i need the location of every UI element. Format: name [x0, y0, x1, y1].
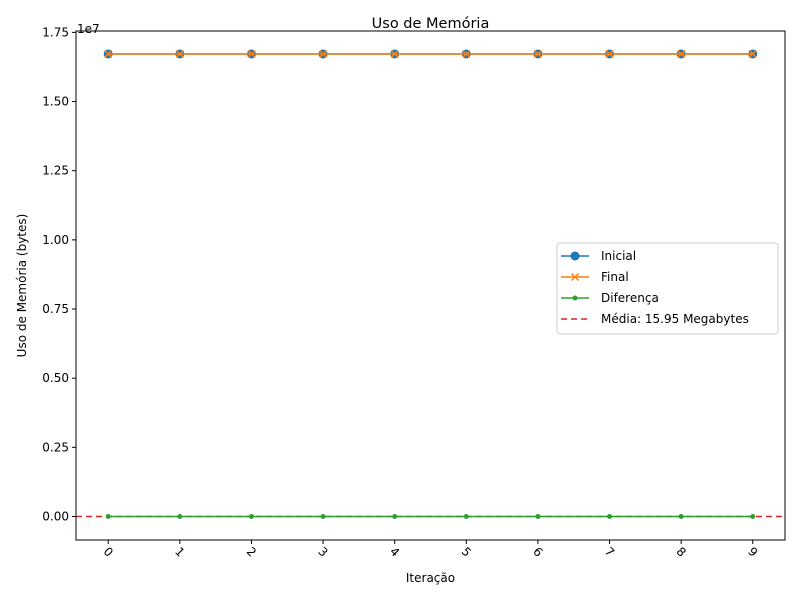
data-point-final-9-stroke-b [748, 49, 757, 58]
y-tick-label: 0.25 [42, 440, 69, 454]
data-point-final-5-stroke-b [462, 49, 471, 58]
data-point-final-6 [533, 49, 542, 58]
data-point-diferen-a-9 [750, 513, 756, 519]
y-tick-label: 1.00 [42, 233, 69, 247]
y-axis-scale-label: 1e7 [77, 22, 100, 36]
data-point-final-6-stroke-b [533, 49, 542, 58]
data-point-final-8-stroke-b [677, 49, 686, 58]
legend-box [556, 242, 779, 335]
legend-marker [570, 272, 580, 282]
plot-area [76, 49, 785, 519]
data-point-final-1-stroke-b [175, 49, 184, 58]
data-point-final-9 [748, 49, 757, 58]
data-point-diferen-a-4 [392, 513, 398, 519]
series-final [104, 49, 757, 58]
data-point-final-4 [390, 49, 399, 58]
data-point-diferen-a-0 [105, 513, 111, 519]
data-point-diferen-a-6 [535, 513, 541, 519]
legend-label: Inicial [601, 249, 636, 263]
chart-title: Uso de Memória [372, 16, 490, 32]
legend-entry-inicial: Inicial [561, 249, 636, 263]
data-point-final-4-stroke-b [390, 49, 399, 58]
legend-entry-m-dia-15-95-megabytes: Média: 15.95 Megabytes [561, 312, 749, 326]
data-point-final-8 [677, 49, 686, 58]
legend-entries: Inicial Final Diferença Média: 15.95 Megaby… [561, 249, 749, 326]
data-point-final-1 [175, 49, 184, 58]
legend-entry-diferen-a: Diferença [561, 291, 659, 305]
y-tick-label: 1.75 [42, 25, 69, 39]
data-point-final-5 [462, 49, 471, 58]
y-axis-ticks: 0.00 0.25 0.50 0.75 1.00 1.25 1.50 1.75 [42, 25, 76, 523]
data-point-diferen-a-8 [678, 513, 684, 519]
data-point-final-7 [605, 49, 614, 58]
data-point-diferen-a-3 [320, 513, 326, 519]
data-point-diferen-a-2 [248, 513, 254, 519]
axes-frame [75, 30, 786, 541]
data-point-final-2-stroke-b [247, 49, 256, 58]
legend-marker [572, 295, 578, 301]
series-diferen-a [105, 513, 756, 519]
legend-marker-stroke-b [570, 272, 580, 282]
y-axis-label: Uso de Memória (bytes) [15, 214, 29, 358]
y-tick-label: 0.50 [42, 371, 69, 385]
data-point-final-2 [247, 49, 256, 58]
data-point-diferen-a-7 [607, 513, 613, 519]
legend-entry-final: Final [561, 270, 629, 284]
legend-marker [570, 251, 580, 261]
data-point-diferen-a-5 [463, 513, 469, 519]
data-point-final-3 [319, 49, 328, 58]
y-tick-label: 0.00 [42, 509, 69, 523]
data-point-final-7-stroke-b [605, 49, 614, 58]
data-point-final-0-stroke-b [104, 49, 113, 58]
series-layer [103, 49, 758, 519]
y-tick-label: 1.50 [42, 95, 69, 109]
legend-label: Final [601, 270, 629, 284]
x-axis-label: Iteração [406, 571, 455, 585]
legend: Inicial Final Diferença Média: 15.95 Megaby… [556, 242, 779, 335]
y-tick-label: 1.25 [42, 164, 69, 178]
data-point-final-3-stroke-b [319, 49, 328, 58]
data-point-final-0 [104, 49, 113, 58]
data-point-diferen-a-1 [177, 513, 183, 519]
y-tick-label: 0.75 [42, 302, 69, 316]
legend-label: Diferença [601, 291, 659, 305]
legend-label: Média: 15.95 Megabytes [601, 312, 749, 326]
